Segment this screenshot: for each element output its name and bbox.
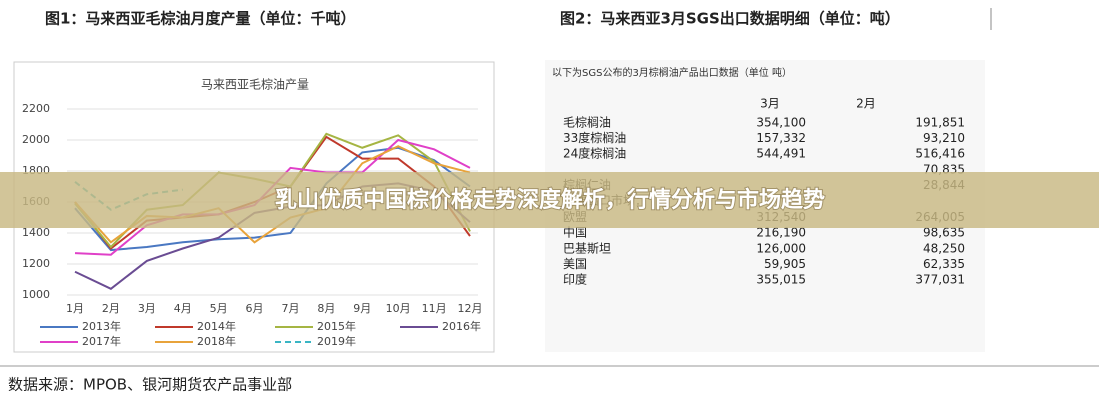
x-tick-label: 12月 xyxy=(458,302,483,315)
cell: 48,250 xyxy=(923,241,965,255)
column-header: 2月 xyxy=(856,97,876,111)
row-label: 印度 xyxy=(563,272,587,287)
banner-title: 乳山优质中国棕价格走势深度解析，行情分析与市场趋势 xyxy=(275,187,825,213)
x-tick-label: 11月 xyxy=(422,302,447,315)
legend-label: 2014年 xyxy=(197,319,236,333)
x-tick-label: 9月 xyxy=(353,302,371,315)
row-label: 33度棕榈油 xyxy=(563,130,626,145)
cell: 354,100 xyxy=(756,116,806,130)
y-tick-label: 2200 xyxy=(22,102,50,115)
legend-label: 2019年 xyxy=(317,334,356,348)
x-tick-label: 7月 xyxy=(281,302,299,315)
x-tick-label: 3月 xyxy=(138,302,156,315)
cell: 355,015 xyxy=(756,273,806,287)
y-tick-label: 1400 xyxy=(22,226,50,239)
banner xyxy=(0,172,1099,228)
chart-title: 马来西亚毛棕油产量 xyxy=(201,77,309,92)
x-tick-label: 5月 xyxy=(210,302,228,315)
x-tick-label: 8月 xyxy=(317,302,335,315)
cell: 216,190 xyxy=(756,226,806,240)
source: 数据来源：MPOB、银河期货农产品事业部 xyxy=(8,376,292,394)
x-tick-label: 1月 xyxy=(66,302,84,315)
column-header: 3月 xyxy=(760,97,780,111)
row-label: 巴基斯坦 xyxy=(563,241,611,255)
x-tick-label: 10月 xyxy=(386,302,411,315)
cell: 544,491 xyxy=(756,147,806,161)
cell: 59,905 xyxy=(764,257,806,271)
table-intro: 以下为SGS公布的3月棕榈油产品出口数据（单位 吨） xyxy=(552,66,792,79)
x-tick-label: 6月 xyxy=(246,302,264,315)
cell: 126,000 xyxy=(756,241,806,255)
legend-label: 2018年 xyxy=(197,334,236,348)
legend-label: 2017年 xyxy=(82,334,121,348)
cell: 516,416 xyxy=(915,147,965,161)
row-label: 24度棕榈油 xyxy=(563,146,626,161)
cell: 62,335 xyxy=(923,257,965,271)
row-label: 中国 xyxy=(563,225,587,240)
legend-label: 2015年 xyxy=(317,319,356,333)
row-label: 美国 xyxy=(563,257,587,271)
legend-label: 2013年 xyxy=(82,319,121,333)
figure2-caption: 图2：马来西亚3月SGS出口数据明细（单位：吨） xyxy=(560,10,900,28)
y-tick-label: 1000 xyxy=(22,288,50,301)
x-tick-label: 4月 xyxy=(174,302,192,315)
row-label: 毛棕榈油 xyxy=(563,115,611,130)
legend-label: 2016年 xyxy=(442,319,481,333)
cell: 93,210 xyxy=(923,131,965,145)
cell: 157,332 xyxy=(756,131,806,145)
cell: 98,635 xyxy=(923,226,965,240)
cell: 191,851 xyxy=(915,116,965,130)
x-tick-label: 2月 xyxy=(102,302,120,315)
y-tick-label: 2000 xyxy=(22,133,50,146)
cell: 377,031 xyxy=(915,273,965,287)
y-tick-label: 1200 xyxy=(22,257,50,270)
figure1-caption: 图1：马来西亚毛棕油月度产量（单位：千吨） xyxy=(45,10,355,28)
